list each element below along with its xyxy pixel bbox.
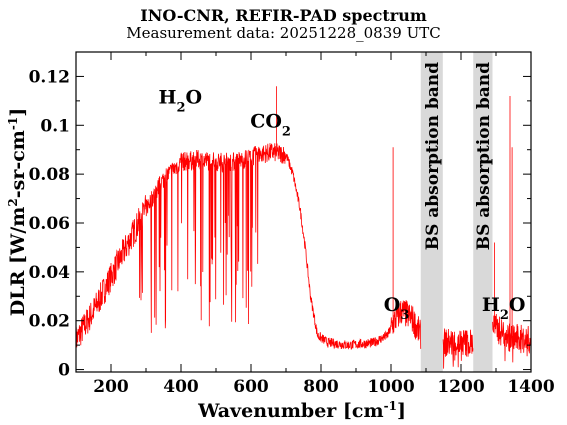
molecule-label-sub: 2 xyxy=(282,124,291,139)
bs-absorption-band-1 xyxy=(420,52,443,372)
x-axis-title-close: ] xyxy=(397,400,406,422)
molecule-label-3: O3 xyxy=(384,294,410,323)
molecule-label-base: H xyxy=(482,294,500,316)
x-tick-label-1400: 1400 xyxy=(507,377,554,397)
molecule-label-base: CO xyxy=(250,111,282,133)
molecule-label-base: H xyxy=(159,86,177,108)
bs-absorption-band-2 xyxy=(473,52,493,372)
x-axis-title: Wavenumber [cm-1] xyxy=(197,399,406,422)
x-tick-label-1200: 1200 xyxy=(437,377,484,397)
bs-absorption-band-label-2: BS absorption band xyxy=(474,62,494,250)
x-tick-label-400: 400 xyxy=(163,377,199,397)
x-tick-label-200: 200 xyxy=(93,377,129,397)
y-tick-label-1: 0.02 xyxy=(29,312,70,332)
x-axis-title-sup: -1 xyxy=(384,399,397,413)
y-axis-title-p1: DLR [W/m xyxy=(7,207,29,317)
molecule-label-4: H2O xyxy=(482,294,526,323)
bs-absorption-band-label-1: BS absorption band xyxy=(423,62,443,250)
molecule-label-tail: O xyxy=(186,86,203,108)
molecule-label-base: O xyxy=(384,294,401,316)
molecule-label-1: H2O xyxy=(159,86,203,115)
y-tick-label-5: 0.1 xyxy=(40,116,70,136)
y-axis-title-sup2: -1 xyxy=(6,117,20,130)
chart-title: INO-CNR, REFIR-PAD spectrum xyxy=(140,6,427,25)
y-axis-title-p2: -sr-cm xyxy=(7,130,29,198)
x-tick-label-800: 800 xyxy=(303,377,339,397)
x-tick-label-1000: 1000 xyxy=(367,377,414,397)
molecule-label-sub: 2 xyxy=(500,307,509,322)
chart-subtitle: Measurement data: 20251228_0839 UTC xyxy=(126,24,441,42)
y-tick-label-2: 0.04 xyxy=(29,263,71,283)
y-tick-label-6: 0.12 xyxy=(29,67,70,87)
x-tick-label-600: 600 xyxy=(233,377,269,397)
molecule-label-sub: 2 xyxy=(176,100,185,115)
y-tick-label-3: 0.06 xyxy=(29,214,70,234)
molecule-label-2: CO2 xyxy=(250,111,291,140)
y-axis-title-p3: ] xyxy=(7,108,29,117)
molecule-label-tail: O xyxy=(509,294,526,316)
y-axis-title-sup1: 2 xyxy=(6,198,20,206)
plot-frame xyxy=(75,51,532,373)
y-tick-label-0: 0 xyxy=(58,361,70,381)
y-tick-label-4: 0.08 xyxy=(29,165,70,185)
x-axis-title-main: Wavenumber [cm xyxy=(197,400,384,422)
dlr-spectrum-line xyxy=(75,86,532,369)
y-axis-title: DLR [W/m2-sr-cm-1] xyxy=(6,108,29,316)
molecule-label-sub: 3 xyxy=(400,307,409,322)
